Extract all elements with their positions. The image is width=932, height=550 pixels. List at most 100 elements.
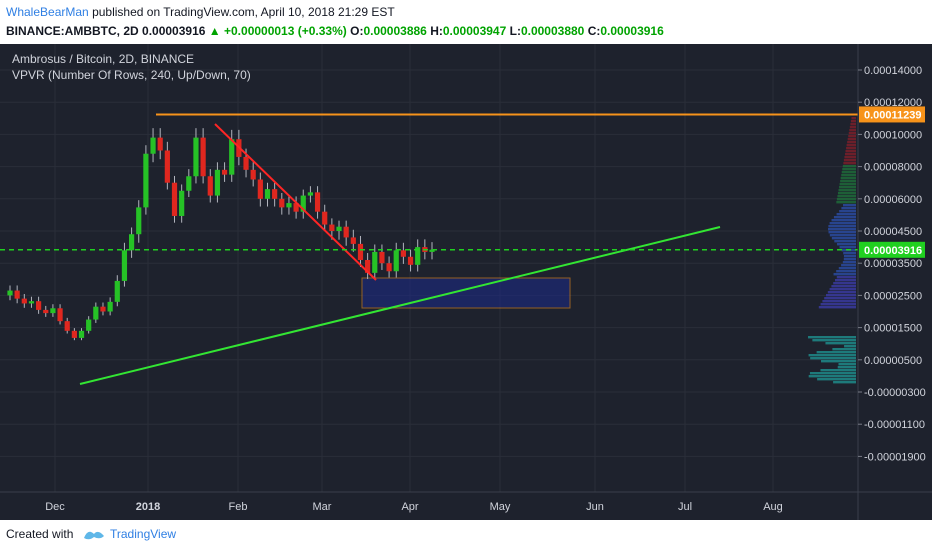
candle-body <box>150 137 156 154</box>
y-tick-label: -0.00001100 <box>864 419 925 431</box>
vpvr-bar <box>826 294 856 297</box>
candle-body <box>78 330 85 338</box>
vpvr-bar <box>833 273 856 276</box>
vpvr-bar <box>836 243 856 246</box>
candle-body <box>293 203 299 212</box>
high-value: 0.00003947 <box>442 24 507 38</box>
vpvr-bar <box>836 213 856 216</box>
candle-body <box>300 195 306 212</box>
x-tick-label: 2018 <box>136 501 160 513</box>
vpvr-bar <box>840 177 856 180</box>
consolidation-box <box>361 277 571 309</box>
y-tick-label: 0.00000500 <box>864 355 922 367</box>
vpvr-bar <box>808 354 856 357</box>
x-tick-label: Jun <box>586 501 604 513</box>
vpvr-bar <box>829 288 856 291</box>
vpvr-bar <box>821 360 856 363</box>
vpvr-bar <box>843 204 856 207</box>
candle-body <box>372 251 378 273</box>
candle-body <box>307 192 314 196</box>
candle-body <box>43 309 49 314</box>
candle-body <box>200 137 206 177</box>
vpvr-bar <box>844 156 856 159</box>
vpvr-bar <box>841 207 856 210</box>
close-label: C: <box>587 24 601 38</box>
x-tick-label: Apr <box>401 501 418 513</box>
vpvr-bar <box>843 255 856 258</box>
vpvr-bar <box>808 375 856 378</box>
y-tick-label: 0.00008000 <box>864 162 922 174</box>
ohlc-line: BINANCE:AMBBTC, 2D 0.00003916 ▲ +0.00000… <box>6 24 664 38</box>
candle-body <box>250 169 256 180</box>
vpvr-bar <box>828 231 856 234</box>
y-tick-label: 0.00001500 <box>864 323 922 335</box>
indicator-label[interactable]: VPVR (Number Of Rows, 240, Up/Down, 70) <box>12 68 251 82</box>
vpvr-bar <box>837 195 856 198</box>
vpvr-bar <box>841 264 856 267</box>
x-tick-label: Dec <box>45 501 65 513</box>
vpvr-bar <box>837 366 856 369</box>
vpvr-bar <box>817 378 856 381</box>
vpvr-bar <box>843 162 856 165</box>
vpvr-bar <box>845 150 856 153</box>
tradingview-brand[interactable]: TradingView <box>110 527 177 541</box>
vpvr-bar <box>837 192 856 195</box>
candle-body <box>279 198 285 208</box>
vpvr-bar <box>842 168 856 171</box>
candle-body <box>179 190 185 216</box>
candle-body <box>14 290 20 299</box>
candle-body <box>114 280 120 302</box>
rising-trendline <box>79 226 721 385</box>
candle-body <box>343 226 349 238</box>
vpvr-bar <box>835 279 856 282</box>
vpvr-bar <box>828 228 856 231</box>
candle-body <box>164 150 170 183</box>
vpvr-bar <box>838 189 856 192</box>
author-link[interactable]: WhaleBearMan <box>6 5 89 19</box>
candle-body <box>400 250 406 257</box>
candle-body <box>365 259 371 273</box>
chart-area[interactable]: 0.00011239 0.00003916 0.00014000 0.0001200… <box>0 44 932 520</box>
x-tick-label: Mar <box>313 501 332 513</box>
up-arrow-icon: ▲ <box>208 24 221 38</box>
vpvr-bar <box>812 339 856 342</box>
close-value: 0.00003916 <box>600 24 664 38</box>
candle-body <box>93 306 99 320</box>
y-tick-label: 0.00003500 <box>864 258 922 270</box>
candle-body <box>28 301 35 304</box>
candle-body <box>107 301 113 312</box>
candle-body <box>429 249 435 252</box>
low-value: 0.00003880 <box>520 24 585 38</box>
vpvr-bar <box>824 297 856 300</box>
vpvr-bar <box>848 132 856 135</box>
y-tick-label: 0.00002500 <box>864 290 922 302</box>
high-label: H: <box>430 24 443 38</box>
tradingview-logo-icon[interactable] <box>82 526 106 542</box>
vpvr-bar <box>818 306 856 309</box>
candle-body <box>64 321 70 331</box>
vpvr-bar <box>829 234 856 237</box>
last-price: 0.00003916 <box>142 24 206 38</box>
candle-body <box>171 182 178 216</box>
vpvr-bar <box>834 240 856 243</box>
open-value: 0.00003886 <box>363 24 427 38</box>
vpvr-bar <box>839 186 856 189</box>
vpvr-bar <box>839 183 856 186</box>
x-tick-label: Feb <box>229 501 248 513</box>
vpvr-bar <box>844 153 856 156</box>
falling-trendline <box>214 123 377 281</box>
price-label-tag <box>859 241 925 258</box>
candle-body <box>21 298 27 304</box>
candle-body <box>379 251 385 264</box>
vpvr-bar <box>820 303 856 306</box>
price-chart[interactable]: 0.00011239 0.00003916 0.00014000 0.0001200… <box>0 44 932 520</box>
y-tick-label: 0.00004500 <box>864 226 922 238</box>
y-tick-label: 0.00006000 <box>864 194 922 206</box>
candle-body <box>121 250 128 281</box>
vpvr-bar <box>808 336 856 339</box>
vpvr-bar <box>841 174 856 177</box>
candle-body <box>221 169 228 175</box>
vpvr-bar <box>842 261 856 264</box>
vpvr-bar <box>810 357 856 360</box>
vpvr-bar <box>842 165 856 168</box>
